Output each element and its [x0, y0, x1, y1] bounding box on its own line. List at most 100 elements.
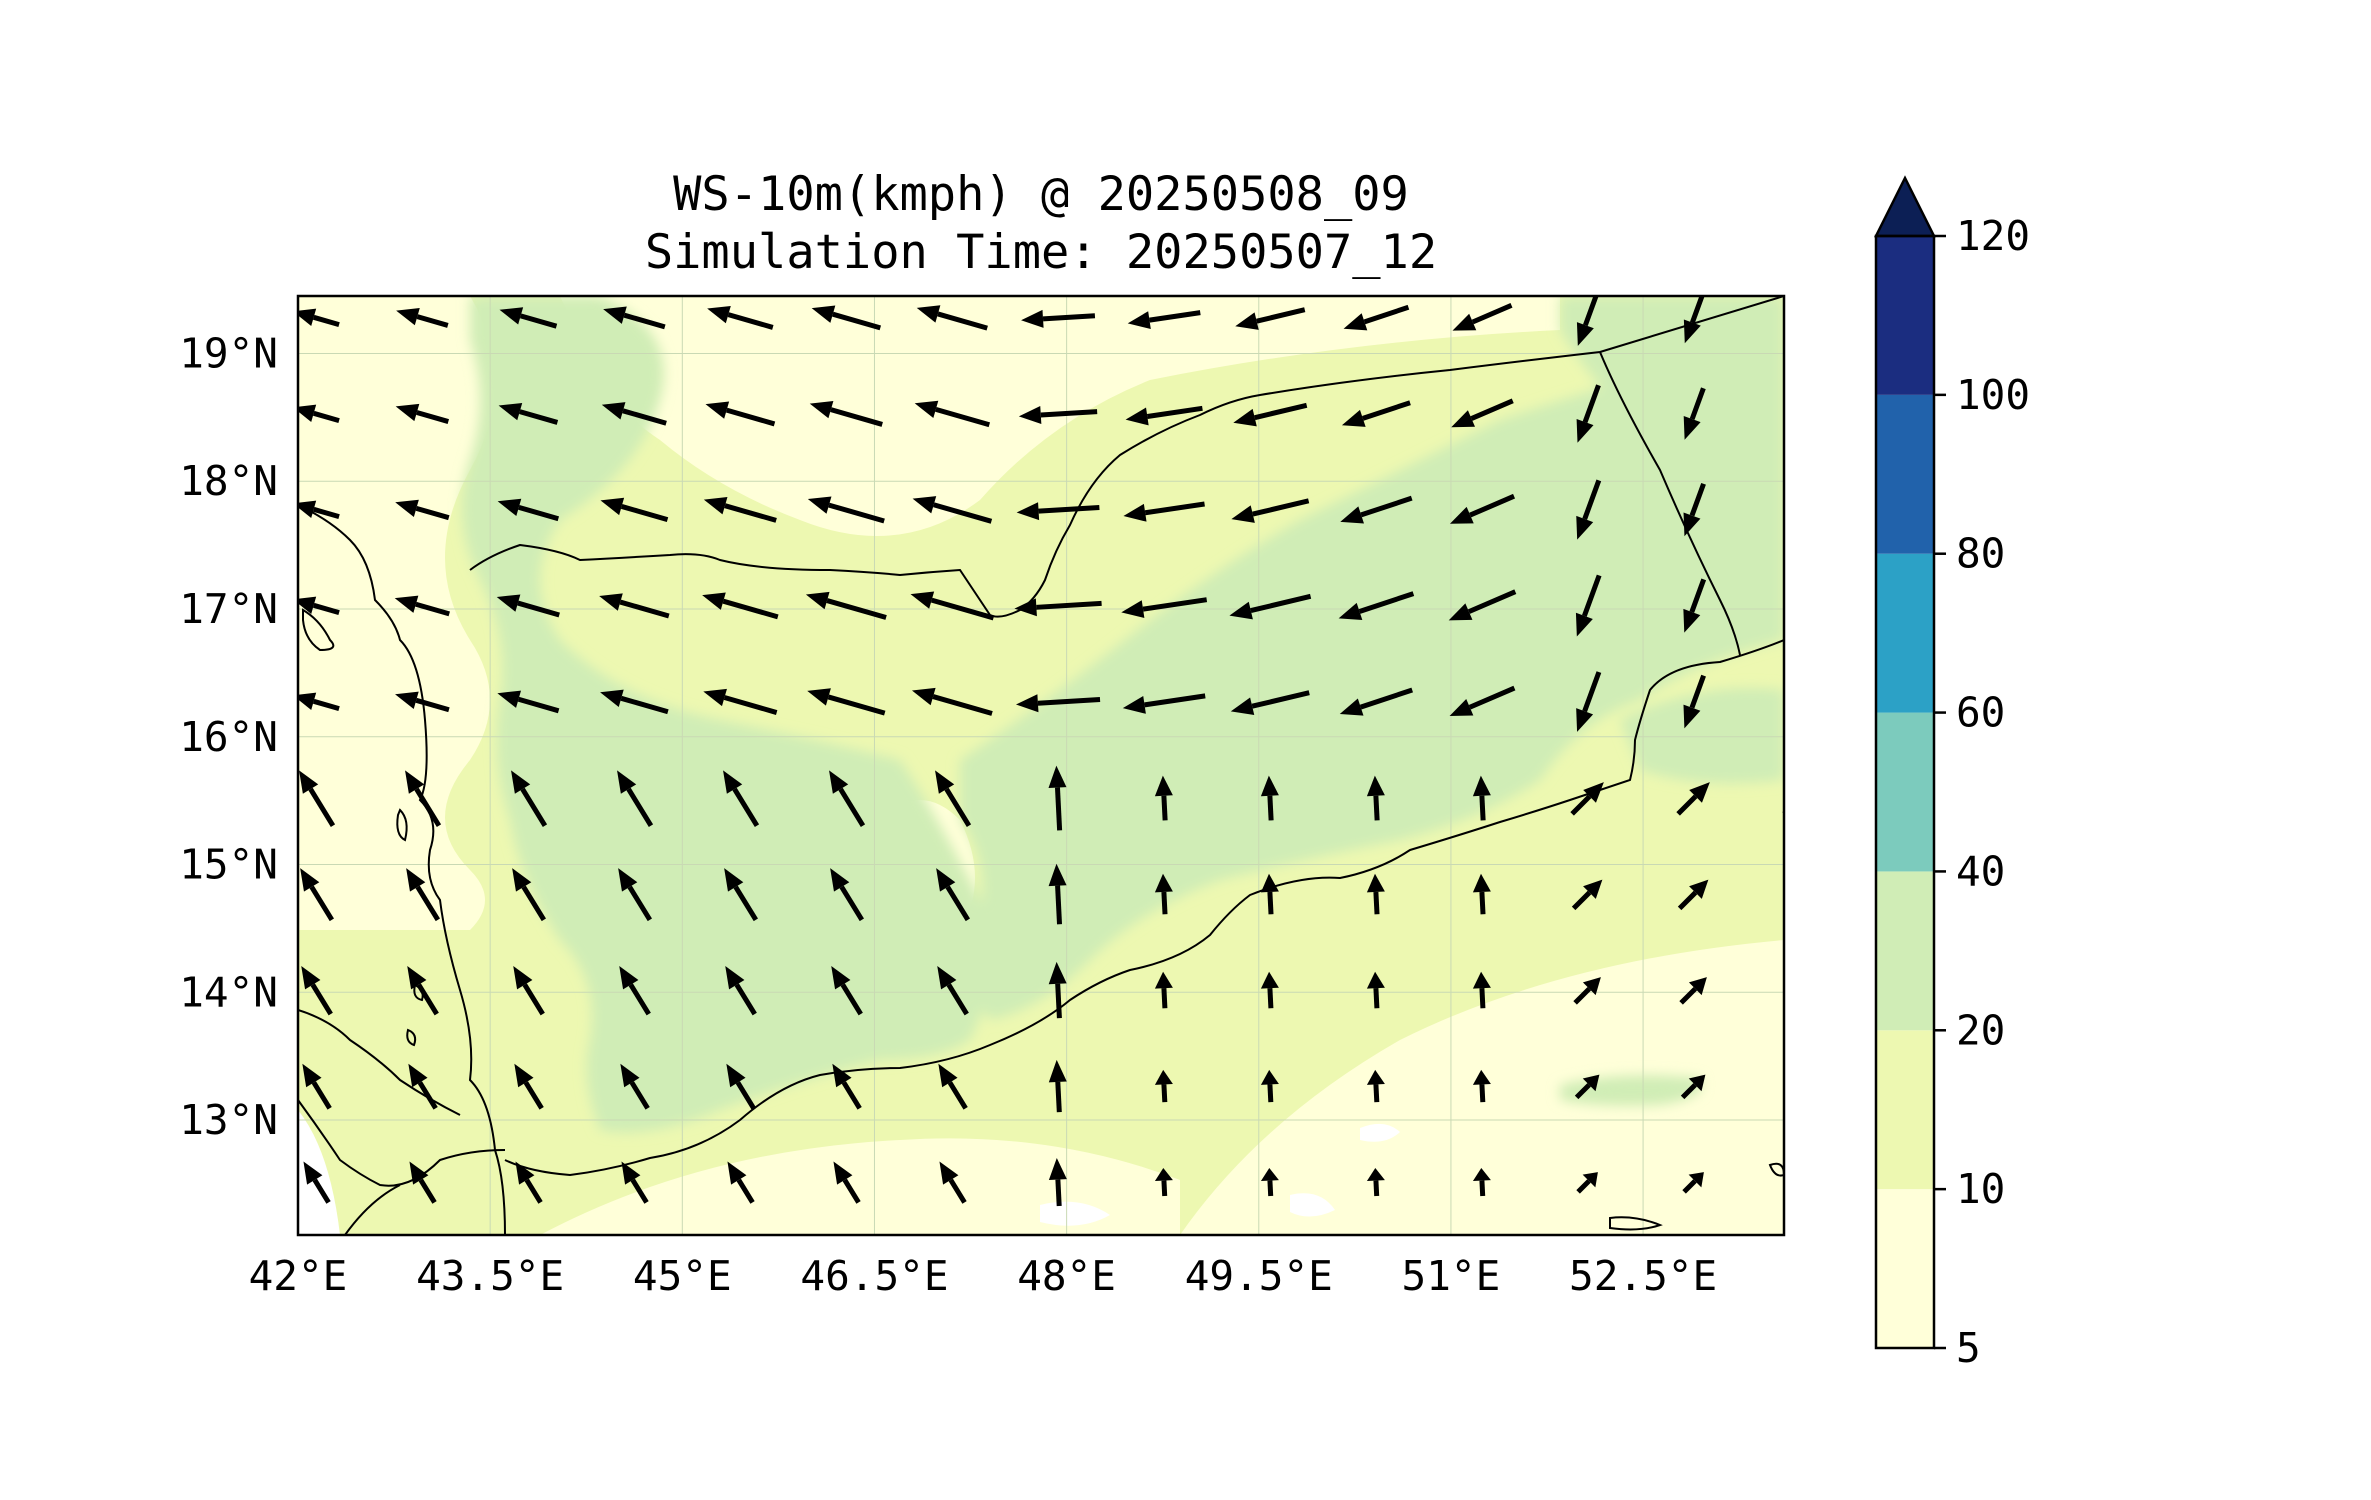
wind-arrow: [1048, 961, 1067, 1019]
wind-arrow: [1340, 495, 1413, 524]
map-panel: [298, 295, 1812, 1235]
calm-zone-south-coast: [540, 1138, 1180, 1235]
wind-arrow: [409, 1161, 437, 1204]
x-tick-label: 52.5°E: [1569, 1252, 1717, 1300]
wind-arrow: [1576, 671, 1602, 732]
wind-arrow: [298, 596, 340, 616]
wind-arrow: [1048, 765, 1067, 831]
wind-arrow: [703, 688, 778, 715]
white-patch-south-3: [1290, 1193, 1335, 1217]
white-patch-sw: [298, 1110, 340, 1235]
wind-arrow: [938, 1063, 968, 1110]
wind-arrow: [511, 770, 548, 827]
wind-arrow: [703, 497, 777, 523]
wind-arrow: [1570, 782, 1604, 816]
wind-arrow: [1574, 1074, 1600, 1100]
wind-arrow: [1791, 391, 1809, 436]
wind-arrow: [1260, 1168, 1279, 1197]
wind-arrow: [407, 965, 439, 1016]
wind-arrow: [1472, 1069, 1491, 1103]
wind-arrow: [619, 965, 651, 1016]
colorbar-segment: [1876, 553, 1934, 713]
wind-arrow: [1682, 1172, 1704, 1194]
wind-arrow: [1343, 304, 1410, 331]
wind-arrow: [1449, 493, 1516, 524]
y-tick-label: 17°N: [179, 585, 278, 633]
wind-arrow: [912, 496, 993, 524]
wind-arrow: [300, 868, 334, 922]
wind-arrow: [1341, 400, 1411, 427]
colorbar-segment: [1876, 1189, 1934, 1348]
island-east-tip: [1768, 1162, 1784, 1177]
wind-arrow: [1048, 1059, 1067, 1113]
colorbar-extend-arrow: [1873, 175, 1937, 238]
wind-arrow: [1789, 1075, 1812, 1098]
wind-arrow: [1366, 1168, 1385, 1197]
wind-arrow: [600, 689, 669, 715]
wind-arrow: [497, 690, 560, 714]
wind-arrow: [1791, 679, 1809, 724]
wind-arrow: [910, 591, 995, 621]
wind-arrow: [1121, 597, 1208, 619]
y-tick-label: 16°N: [179, 713, 278, 761]
wind-arrow: [621, 1161, 649, 1204]
wind-arrow: [603, 306, 666, 330]
wind-arrow: [811, 305, 882, 331]
wind-arrow: [1233, 402, 1308, 427]
wind-arrow: [1016, 502, 1100, 521]
wind-arrow: [303, 1161, 331, 1204]
colorbar-tick-label: 60: [1956, 689, 2005, 737]
wind-arrow: [1472, 873, 1491, 915]
wind-arrow: [1154, 1069, 1173, 1103]
wind-arrow: [1472, 971, 1491, 1009]
wind-arrow: [1154, 873, 1173, 915]
wind-arrow: [807, 688, 886, 716]
wind-arrow: [830, 868, 864, 922]
wind-arrow: [1677, 879, 1709, 911]
wind-arrow: [1014, 598, 1102, 617]
wind-arrow: [809, 401, 883, 427]
y-tick-label: 18°N: [179, 457, 278, 505]
wind-arrow: [395, 499, 450, 521]
wind-arrow: [936, 868, 970, 922]
island-socotra-tip: [1609, 1216, 1663, 1231]
wind-arrow: [406, 868, 440, 922]
island-perim: [406, 1028, 417, 1047]
wind-arrow: [1125, 405, 1203, 426]
wind-arrow: [1791, 295, 1809, 340]
wind-arrow: [1122, 693, 1206, 714]
wind-arrow: [298, 692, 340, 712]
x-tick-label: 51°E: [1402, 1252, 1501, 1300]
wind-arrow: [1676, 782, 1710, 816]
wind-arrow: [600, 497, 669, 523]
white-patch-south-1: [1040, 1201, 1110, 1226]
wind-arrow: [497, 498, 560, 522]
wind-arrow: [499, 307, 558, 329]
x-tick-label: 48°E: [1017, 1252, 1116, 1300]
wind-arrow: [705, 401, 776, 427]
wind-arrow: [807, 496, 885, 524]
wind-arrow: [1154, 971, 1173, 1009]
wind-arrow: [1576, 296, 1599, 346]
wind-arrow: [408, 1063, 438, 1110]
saudi-yemen-border: [469, 351, 1601, 618]
wind-arrow: [1791, 583, 1809, 628]
colorbar-tick-label: 120: [1956, 212, 2030, 260]
wind-arrow: [1782, 810, 1784, 814]
wind-arrow: [299, 770, 336, 827]
wind-arrow: [1366, 873, 1385, 915]
wind-arrow: [911, 687, 993, 716]
wind-arrow: [1683, 578, 1707, 633]
oman-yemen-border: [1599, 351, 1741, 656]
wind-arrow: [1452, 303, 1513, 331]
wind-arrow: [1366, 1069, 1385, 1103]
wind-arrow: [1154, 775, 1173, 821]
wind-arrow: [935, 770, 972, 827]
coastlines-and-borders: [298, 296, 1784, 1235]
wind-arrow: [914, 400, 991, 428]
wind-arrow: [1366, 971, 1385, 1009]
colorbar-segment: [1876, 236, 1934, 395]
wind-arrow: [1018, 406, 1098, 425]
wind-arrow: [617, 770, 654, 827]
wind-arrow: [1576, 479, 1602, 540]
